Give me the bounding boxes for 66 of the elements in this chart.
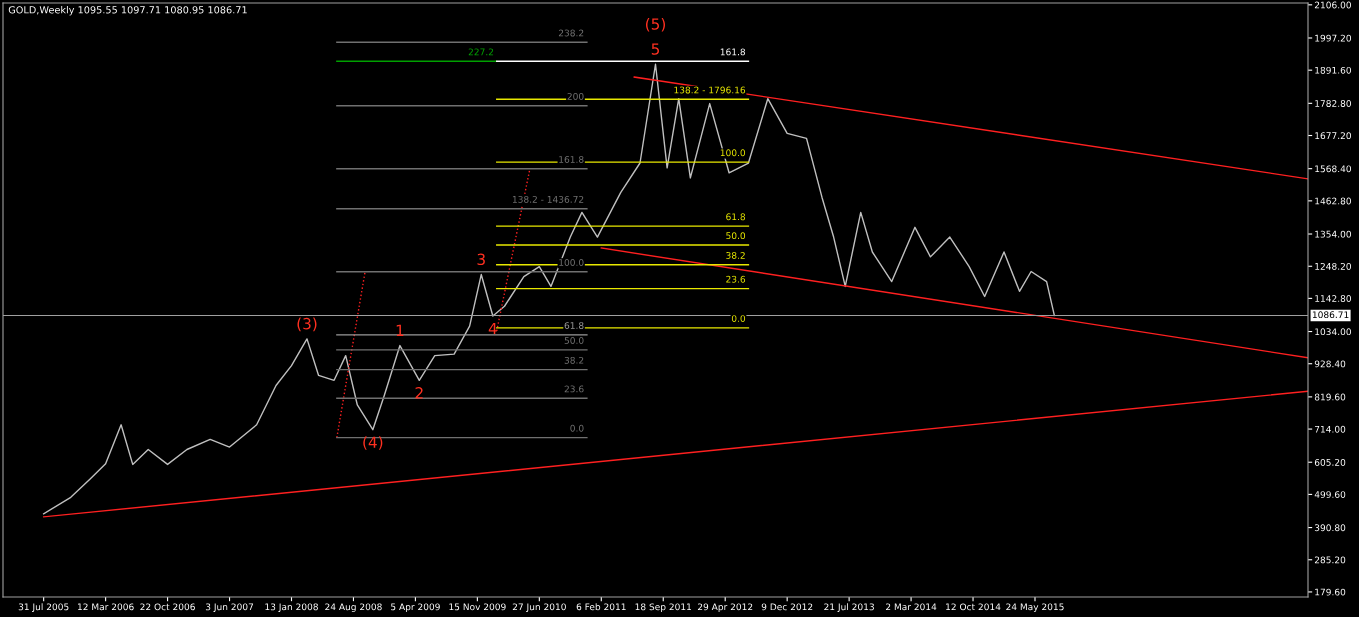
annotation: 5	[651, 43, 660, 55]
y-tick-label: 1462.80	[1315, 197, 1351, 205]
y-tick-label: 2106.00	[1314, 1, 1351, 9]
y-tick-label: 605.20	[1314, 458, 1346, 466]
annotation: 1	[396, 324, 404, 336]
line-series	[42, 63, 1056, 515]
y-tick-label: 928.40	[1314, 360, 1346, 368]
y-tick-label: 1568.40	[1315, 165, 1351, 173]
annotation: 138.2 - 1796.16	[674, 86, 746, 94]
y-tick-label: 1354.00	[1315, 230, 1351, 238]
annotation: 2	[415, 387, 423, 399]
y-tick-label: 1034.00	[1315, 328, 1351, 336]
x-tick-label: 27 Jun 2010	[512, 603, 566, 612]
annotation: 138.2 - 1436.72	[512, 195, 584, 203]
annotation: 38.2	[564, 356, 584, 364]
ref-line-label: 1086.71	[1312, 311, 1349, 319]
x-tick-label: 18 Sep 2011	[635, 603, 692, 612]
annotation: 161.8	[559, 156, 584, 163]
annotation: 0.0	[731, 315, 746, 322]
x-tick-label: 3 Jun 2007	[205, 603, 254, 612]
x-tick-label: 9 Dec 2012	[761, 603, 813, 611]
y-tick-label: 819.60	[1314, 393, 1346, 401]
annotation: (4)	[363, 436, 383, 450]
x-tick-label: 12 Oct 2014	[946, 603, 1001, 611]
y-tick-label: 1248.20	[1315, 262, 1351, 270]
x-tick-label: 22 Oct 2006	[140, 603, 195, 611]
annotation: 161.8	[720, 48, 746, 56]
x-tick-label: 24 Aug 2008	[325, 603, 382, 612]
y-tick-label: 499.60	[1314, 491, 1346, 498]
x-tick-label: 24 May 2015	[1006, 603, 1064, 612]
y-tick-label: 1997.20	[1315, 34, 1351, 42]
annotation: 50.0	[726, 232, 746, 240]
y-tick-label: 1142.80	[1315, 295, 1351, 302]
chart-title: GOLD,Weekly 1095.55 1097.71 1080.95 1086.71	[8, 5, 247, 16]
annotation: (3)	[297, 317, 317, 332]
x-tick-label: 21 Jul 2013	[824, 603, 874, 612]
x-tick-label: 6 Feb 2011	[576, 603, 626, 611]
x-tick-label: 12 Mar 2006	[77, 603, 134, 611]
x-tick-label: 5 Apr 2009	[391, 603, 440, 612]
annotation: 227.2	[468, 48, 494, 56]
x-tick-label: 31 Jul 2005	[18, 603, 69, 612]
y-tick-label: 390.80	[1314, 524, 1346, 532]
x-tick-label: 15 Nov 2009	[449, 603, 506, 611]
y-tick-label: 714.00	[1314, 425, 1346, 433]
annotation: 100.0	[720, 149, 746, 157]
annotation: 100.0	[559, 259, 584, 266]
annotation: 23.6	[726, 275, 746, 283]
annotation: (5)	[645, 17, 666, 32]
annotation: 238.2	[558, 29, 584, 37]
x-tick-label: 2 Mar 2014	[885, 603, 937, 611]
y-tick-label: 285.20	[1314, 556, 1346, 564]
y-tick-label: 1677.20	[1315, 132, 1351, 140]
annotation: 38.2	[726, 252, 745, 259]
annotation: 4	[488, 322, 497, 335]
y-tick-label: 1891.60	[1315, 66, 1351, 74]
annotation: 3	[477, 253, 485, 266]
annotation: 61.8	[726, 213, 746, 221]
annotation: 23.6	[564, 385, 584, 393]
annotation: 200	[567, 92, 584, 100]
x-tick-label: 13 Jan 2008	[265, 603, 318, 612]
annotation: 61.8	[564, 322, 584, 329]
y-tick-label: 179.60	[1315, 588, 1346, 596]
annotation: 50.0	[564, 337, 584, 344]
x-tick-label: 29 Apr 2012	[697, 603, 753, 612]
y-tick-label: 1782.80	[1315, 100, 1351, 107]
annotation: 0.0	[570, 424, 584, 432]
